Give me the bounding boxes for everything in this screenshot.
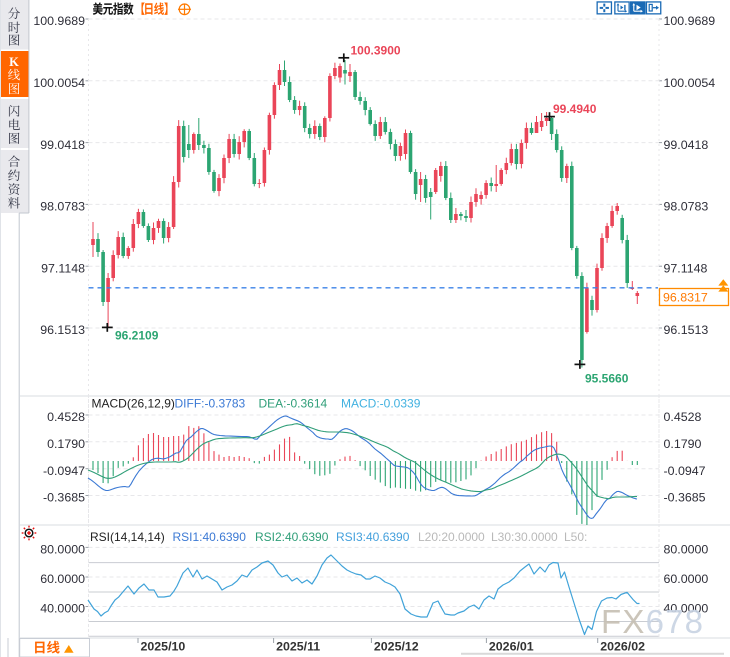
svg-text:100.0054: 100.0054 [664, 76, 716, 90]
svg-text:96.2109: 96.2109 [115, 329, 159, 343]
svg-text:L50:: L50: [564, 530, 587, 544]
svg-text:0.1790: 0.1790 [47, 437, 85, 451]
svg-text:97.1148: 97.1148 [41, 261, 85, 275]
svg-text:99.4940: 99.4940 [553, 102, 597, 116]
svg-text:2026/01: 2026/01 [489, 640, 534, 654]
svg-text:K: K [9, 55, 19, 69]
svg-text:0.1790: 0.1790 [664, 437, 702, 451]
svg-text:2026/02: 2026/02 [600, 640, 645, 654]
svg-text:98.0783: 98.0783 [664, 200, 709, 214]
svg-text:60.0000: 60.0000 [40, 572, 85, 586]
svg-text:-0.0947: -0.0947 [664, 464, 706, 478]
svg-text:2025/11: 2025/11 [276, 640, 320, 654]
svg-text:DIFF:-0.3783: DIFF:-0.3783 [175, 397, 246, 411]
svg-text:L20:20.0000: L20:20.0000 [418, 530, 485, 544]
svg-text:96.1513: 96.1513 [664, 323, 709, 337]
svg-text:0.4528: 0.4528 [664, 410, 702, 424]
svg-text:40.0000: 40.0000 [664, 602, 709, 616]
svg-text:0.4528: 0.4528 [47, 410, 85, 424]
svg-text:MACD:-0.0339: MACD:-0.0339 [341, 397, 421, 411]
svg-text:98.0783: 98.0783 [40, 200, 85, 214]
svg-text:-0.3685: -0.3685 [43, 491, 85, 505]
svg-text:RSI1:40.6390: RSI1:40.6390 [173, 530, 247, 544]
svg-text:40.0000: 40.0000 [40, 602, 85, 616]
svg-text:95.5660: 95.5660 [585, 372, 629, 386]
svg-text:-0.3685: -0.3685 [664, 491, 706, 505]
svg-text:100.3900: 100.3900 [351, 44, 401, 58]
svg-text:80.0000: 80.0000 [664, 543, 709, 557]
svg-text:RSI(14,14,14): RSI(14,14,14) [90, 530, 165, 544]
svg-text:MACD(26,12,9): MACD(26,12,9) [92, 397, 175, 411]
svg-text:-0.0947: -0.0947 [43, 464, 85, 478]
svg-text:80.0000: 80.0000 [40, 543, 85, 557]
svg-text:100.9689: 100.9689 [33, 14, 85, 28]
svg-text:99.0418: 99.0418 [664, 138, 709, 152]
svg-text:100.9689: 100.9689 [664, 14, 716, 28]
svg-text:96.1513: 96.1513 [40, 323, 85, 337]
svg-text:100.0054: 100.0054 [33, 76, 85, 90]
svg-text:2025/10: 2025/10 [141, 640, 186, 654]
svg-text:60.0000: 60.0000 [664, 572, 709, 586]
svg-text:RSI3:40.6390: RSI3:40.6390 [336, 530, 410, 544]
svg-text:L30:30.0000: L30:30.0000 [491, 530, 558, 544]
svg-text:99.0418: 99.0418 [40, 138, 85, 152]
svg-text:97.1148: 97.1148 [664, 261, 708, 275]
svg-text:96.8317: 96.8317 [663, 291, 708, 305]
svg-text:DEA:-0.3614: DEA:-0.3614 [259, 397, 328, 411]
svg-text:2025/12: 2025/12 [374, 640, 419, 654]
svg-text:FX678: FX678 [601, 603, 704, 640]
svg-text:RSI2:40.6390: RSI2:40.6390 [255, 530, 329, 544]
